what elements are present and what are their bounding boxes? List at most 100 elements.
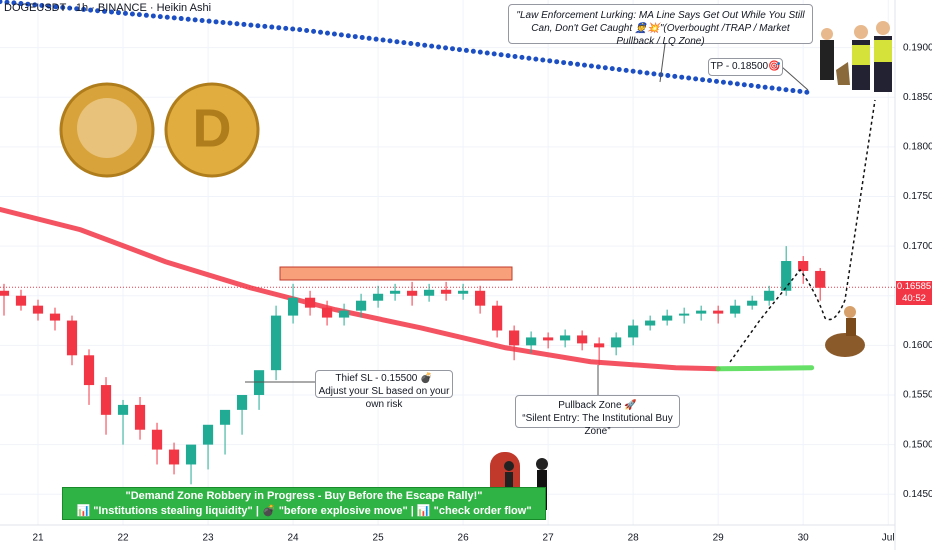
pullback-note: “Silent Entry: The Institutional Buy Zon…: [522, 413, 673, 437]
indicator-line: [0, 206, 721, 372]
candle-body: [32, 305, 44, 314]
x-tick-label: 27: [543, 533, 555, 544]
candle-body: [611, 337, 622, 348]
banner: "Demand Zone Robbery in Progress - Buy B…: [62, 487, 546, 520]
candle-body: [543, 337, 554, 341]
candle-body: [594, 343, 605, 348]
y-tick-label: 0.15500: [903, 390, 932, 401]
bull-rider: [825, 306, 865, 357]
police-figures: [820, 21, 892, 92]
top-callout: "Law Enforcement Lurking: MA Line Says G…: [508, 4, 813, 47]
x-tick-label: 25: [373, 533, 385, 544]
decorations: D: [59, 21, 892, 520]
candle-body: [475, 290, 486, 306]
candle-body: [100, 385, 112, 415]
x-tick-label: 28: [628, 533, 640, 544]
callout-pointer: [659, 43, 666, 83]
pullback-callout: Pullback Zone 🚀 “Silent Entry: The Insti…: [515, 395, 680, 437]
candle-body: [0, 290, 10, 296]
candle-body: [815, 270, 826, 288]
x-tick-label: 21: [32, 533, 44, 544]
doge-coin: [164, 82, 260, 178]
x-tick-label: 23: [202, 533, 214, 544]
candle-body: [457, 290, 469, 294]
candle-body: [185, 444, 197, 465]
last-price-label: 0.16585: [896, 281, 932, 294]
candle-body: [15, 295, 27, 306]
candle-body: [389, 290, 401, 294]
sl-label: Thief SL - 0.15500 💣: [335, 373, 433, 384]
sl-note: Adjust your SL based on your own risk: [318, 386, 450, 410]
candle-body: [372, 293, 384, 301]
tp-callout: TP - 0.18500🎯: [708, 58, 783, 76]
candle-body: [747, 300, 758, 306]
coin-letter: D: [193, 98, 232, 158]
candle-body: [355, 300, 367, 311]
countdown-label: 40:52: [896, 293, 932, 306]
x-tick-label: 30: [798, 533, 810, 544]
doge-face: [77, 98, 137, 158]
candle-body: [730, 305, 741, 314]
candle-body: [270, 315, 282, 371]
candle-body: [83, 355, 95, 386]
candle-body: [168, 449, 180, 465]
candle-body: [628, 325, 639, 338]
candle-body: [713, 310, 724, 314]
y-tick-label: 0.19000: [903, 42, 932, 53]
candle-body: [338, 310, 350, 318]
candle-body: [134, 404, 146, 430]
y-tick-label: 0.18500: [903, 92, 932, 103]
candle-body: [423, 289, 435, 296]
sl-callout: Thief SL - 0.15500 💣 Adjust your SL base…: [315, 370, 453, 410]
candle-body: [696, 310, 707, 314]
candle-body: [66, 320, 78, 356]
candle-body: [440, 289, 452, 294]
candle-body: [287, 297, 299, 316]
candle-body: [526, 337, 537, 346]
candle-body: [662, 315, 673, 321]
candle-body: [577, 335, 588, 344]
banner-line: "Demand Zone Robbery in Progress - Buy B…: [125, 490, 483, 502]
callout-pointer: [781, 66, 809, 91]
candle-body: [151, 429, 163, 450]
candle-body: [49, 313, 61, 321]
x-tick-label: 22: [117, 533, 129, 544]
candle-body: [304, 297, 316, 308]
resistance-zone: [279, 266, 513, 281]
candle-body: [321, 307, 333, 318]
candle-body: [219, 409, 231, 425]
candle-body: [236, 394, 248, 410]
x-tick-label: 24: [287, 533, 299, 544]
candle-body: [764, 290, 775, 301]
candle-body: [253, 370, 265, 395]
candle-body: [509, 330, 520, 346]
chart-title: DOGEUSDT · 1h · BINANCE · Heikin Ashi: [4, 2, 212, 14]
candle-body: [679, 313, 690, 316]
projection-path: [729, 99, 876, 363]
banner-line: 📊 "Institutions stealing liquidity" | 💣 …: [76, 505, 532, 517]
candle-body: [645, 320, 656, 326]
pullback-label: Pullback Zone 🚀: [558, 400, 637, 411]
candle-body: [798, 261, 809, 271]
x-tick-label: 26: [458, 533, 470, 544]
candle-body: [781, 261, 792, 291]
candle-body: [117, 404, 129, 415]
indicator-line: [0, 0, 813, 96]
candle-body: [492, 305, 503, 331]
candle-body: [202, 424, 214, 445]
candle-body: [560, 335, 571, 341]
candle-body: [406, 290, 418, 296]
x-tick-label: 29: [713, 533, 725, 544]
x-tick-label: Jul: [882, 533, 895, 544]
indicator-line: [715, 365, 815, 372]
